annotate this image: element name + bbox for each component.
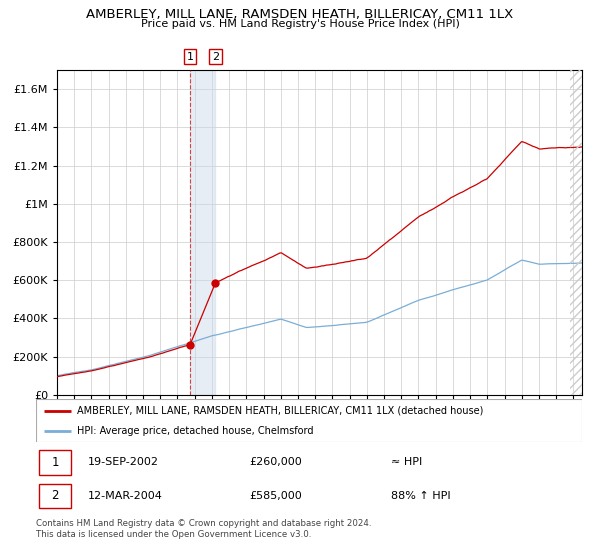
Text: £260,000: £260,000 <box>249 458 302 468</box>
Bar <box>190 70 215 395</box>
Bar <box>570 70 587 395</box>
FancyBboxPatch shape <box>39 484 71 508</box>
Text: Contains HM Land Registry data © Crown copyright and database right 2024.
This d: Contains HM Land Registry data © Crown c… <box>36 519 371 539</box>
Text: 2: 2 <box>212 52 219 62</box>
Text: ≈ HPI: ≈ HPI <box>391 458 422 468</box>
Text: £585,000: £585,000 <box>249 491 302 501</box>
FancyBboxPatch shape <box>39 450 71 475</box>
Text: HPI: Average price, detached house, Chelmsford: HPI: Average price, detached house, Chel… <box>77 426 313 436</box>
Text: 1: 1 <box>187 52 193 62</box>
Text: 1: 1 <box>52 456 59 469</box>
FancyBboxPatch shape <box>36 399 582 442</box>
Text: 19-SEP-2002: 19-SEP-2002 <box>88 458 159 468</box>
Text: 2: 2 <box>52 489 59 502</box>
Text: 12-MAR-2004: 12-MAR-2004 <box>88 491 163 501</box>
Text: AMBERLEY, MILL LANE, RAMSDEN HEATH, BILLERICAY, CM11 1LX (detached house): AMBERLEY, MILL LANE, RAMSDEN HEATH, BILL… <box>77 406 484 416</box>
Text: AMBERLEY, MILL LANE, RAMSDEN HEATH, BILLERICAY, CM11 1LX: AMBERLEY, MILL LANE, RAMSDEN HEATH, BILL… <box>86 8 514 21</box>
Text: Price paid vs. HM Land Registry's House Price Index (HPI): Price paid vs. HM Land Registry's House … <box>140 19 460 29</box>
Text: 88% ↑ HPI: 88% ↑ HPI <box>391 491 451 501</box>
